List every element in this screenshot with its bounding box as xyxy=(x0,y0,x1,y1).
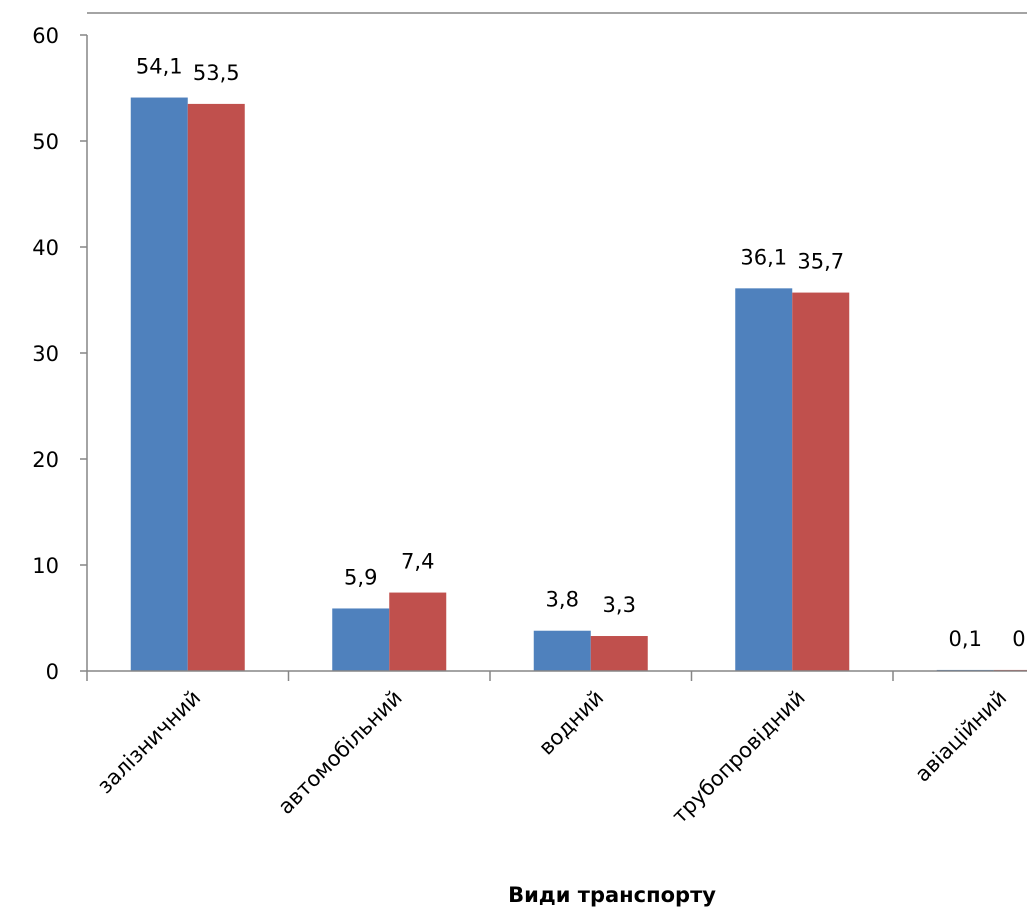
data-label: 36,1 xyxy=(740,245,787,269)
bar-1 xyxy=(735,288,793,671)
bar-1 xyxy=(332,608,390,671)
bar-2 xyxy=(389,592,447,671)
data-label: 35,7 xyxy=(797,250,844,274)
bar-2 xyxy=(792,292,850,671)
y-tick-label: 20 xyxy=(32,448,59,472)
x-category-label: залізничний xyxy=(93,686,206,799)
bar-1 xyxy=(533,630,591,671)
x-category-label: водний xyxy=(534,686,608,760)
bar-2 xyxy=(187,103,245,671)
y-axis: 0 10 20 30 40 50 60 xyxy=(32,12,1027,684)
x-axis-title: Види транспорту xyxy=(508,883,716,907)
x-axis: залізничний автомобільний водний трубопрові… xyxy=(86,670,1027,828)
bar-2 xyxy=(590,636,648,671)
data-label: 3,8 xyxy=(546,588,579,612)
data-label: 7,4 xyxy=(401,550,434,574)
y-tick-label: 0 xyxy=(46,660,59,684)
data-label: 0,1 xyxy=(949,627,982,651)
y-tick-label: 60 xyxy=(32,24,59,48)
y-tick-label: 10 xyxy=(32,554,59,578)
y-tick-label: 50 xyxy=(32,130,59,154)
x-category-label: трубопровідний xyxy=(667,686,809,828)
y-tick-label: 40 xyxy=(32,236,59,260)
x-category-label: авіаційний xyxy=(910,686,1011,787)
data-labels: 54,1 53,5 5,9 7,4 3,8 3,3 36,1 35,7 0,1 0, xyxy=(136,55,1027,651)
bars xyxy=(130,97,1027,672)
y-tick-label: 30 xyxy=(32,342,59,366)
x-category-label: автомобільний xyxy=(273,686,406,819)
data-label: 5,9 xyxy=(344,565,377,589)
data-label: 53,5 xyxy=(193,61,240,85)
data-label: 0, xyxy=(1012,627,1027,651)
data-label: 3,3 xyxy=(603,593,636,617)
bar-1 xyxy=(130,97,188,672)
data-label: 54,1 xyxy=(136,55,183,79)
